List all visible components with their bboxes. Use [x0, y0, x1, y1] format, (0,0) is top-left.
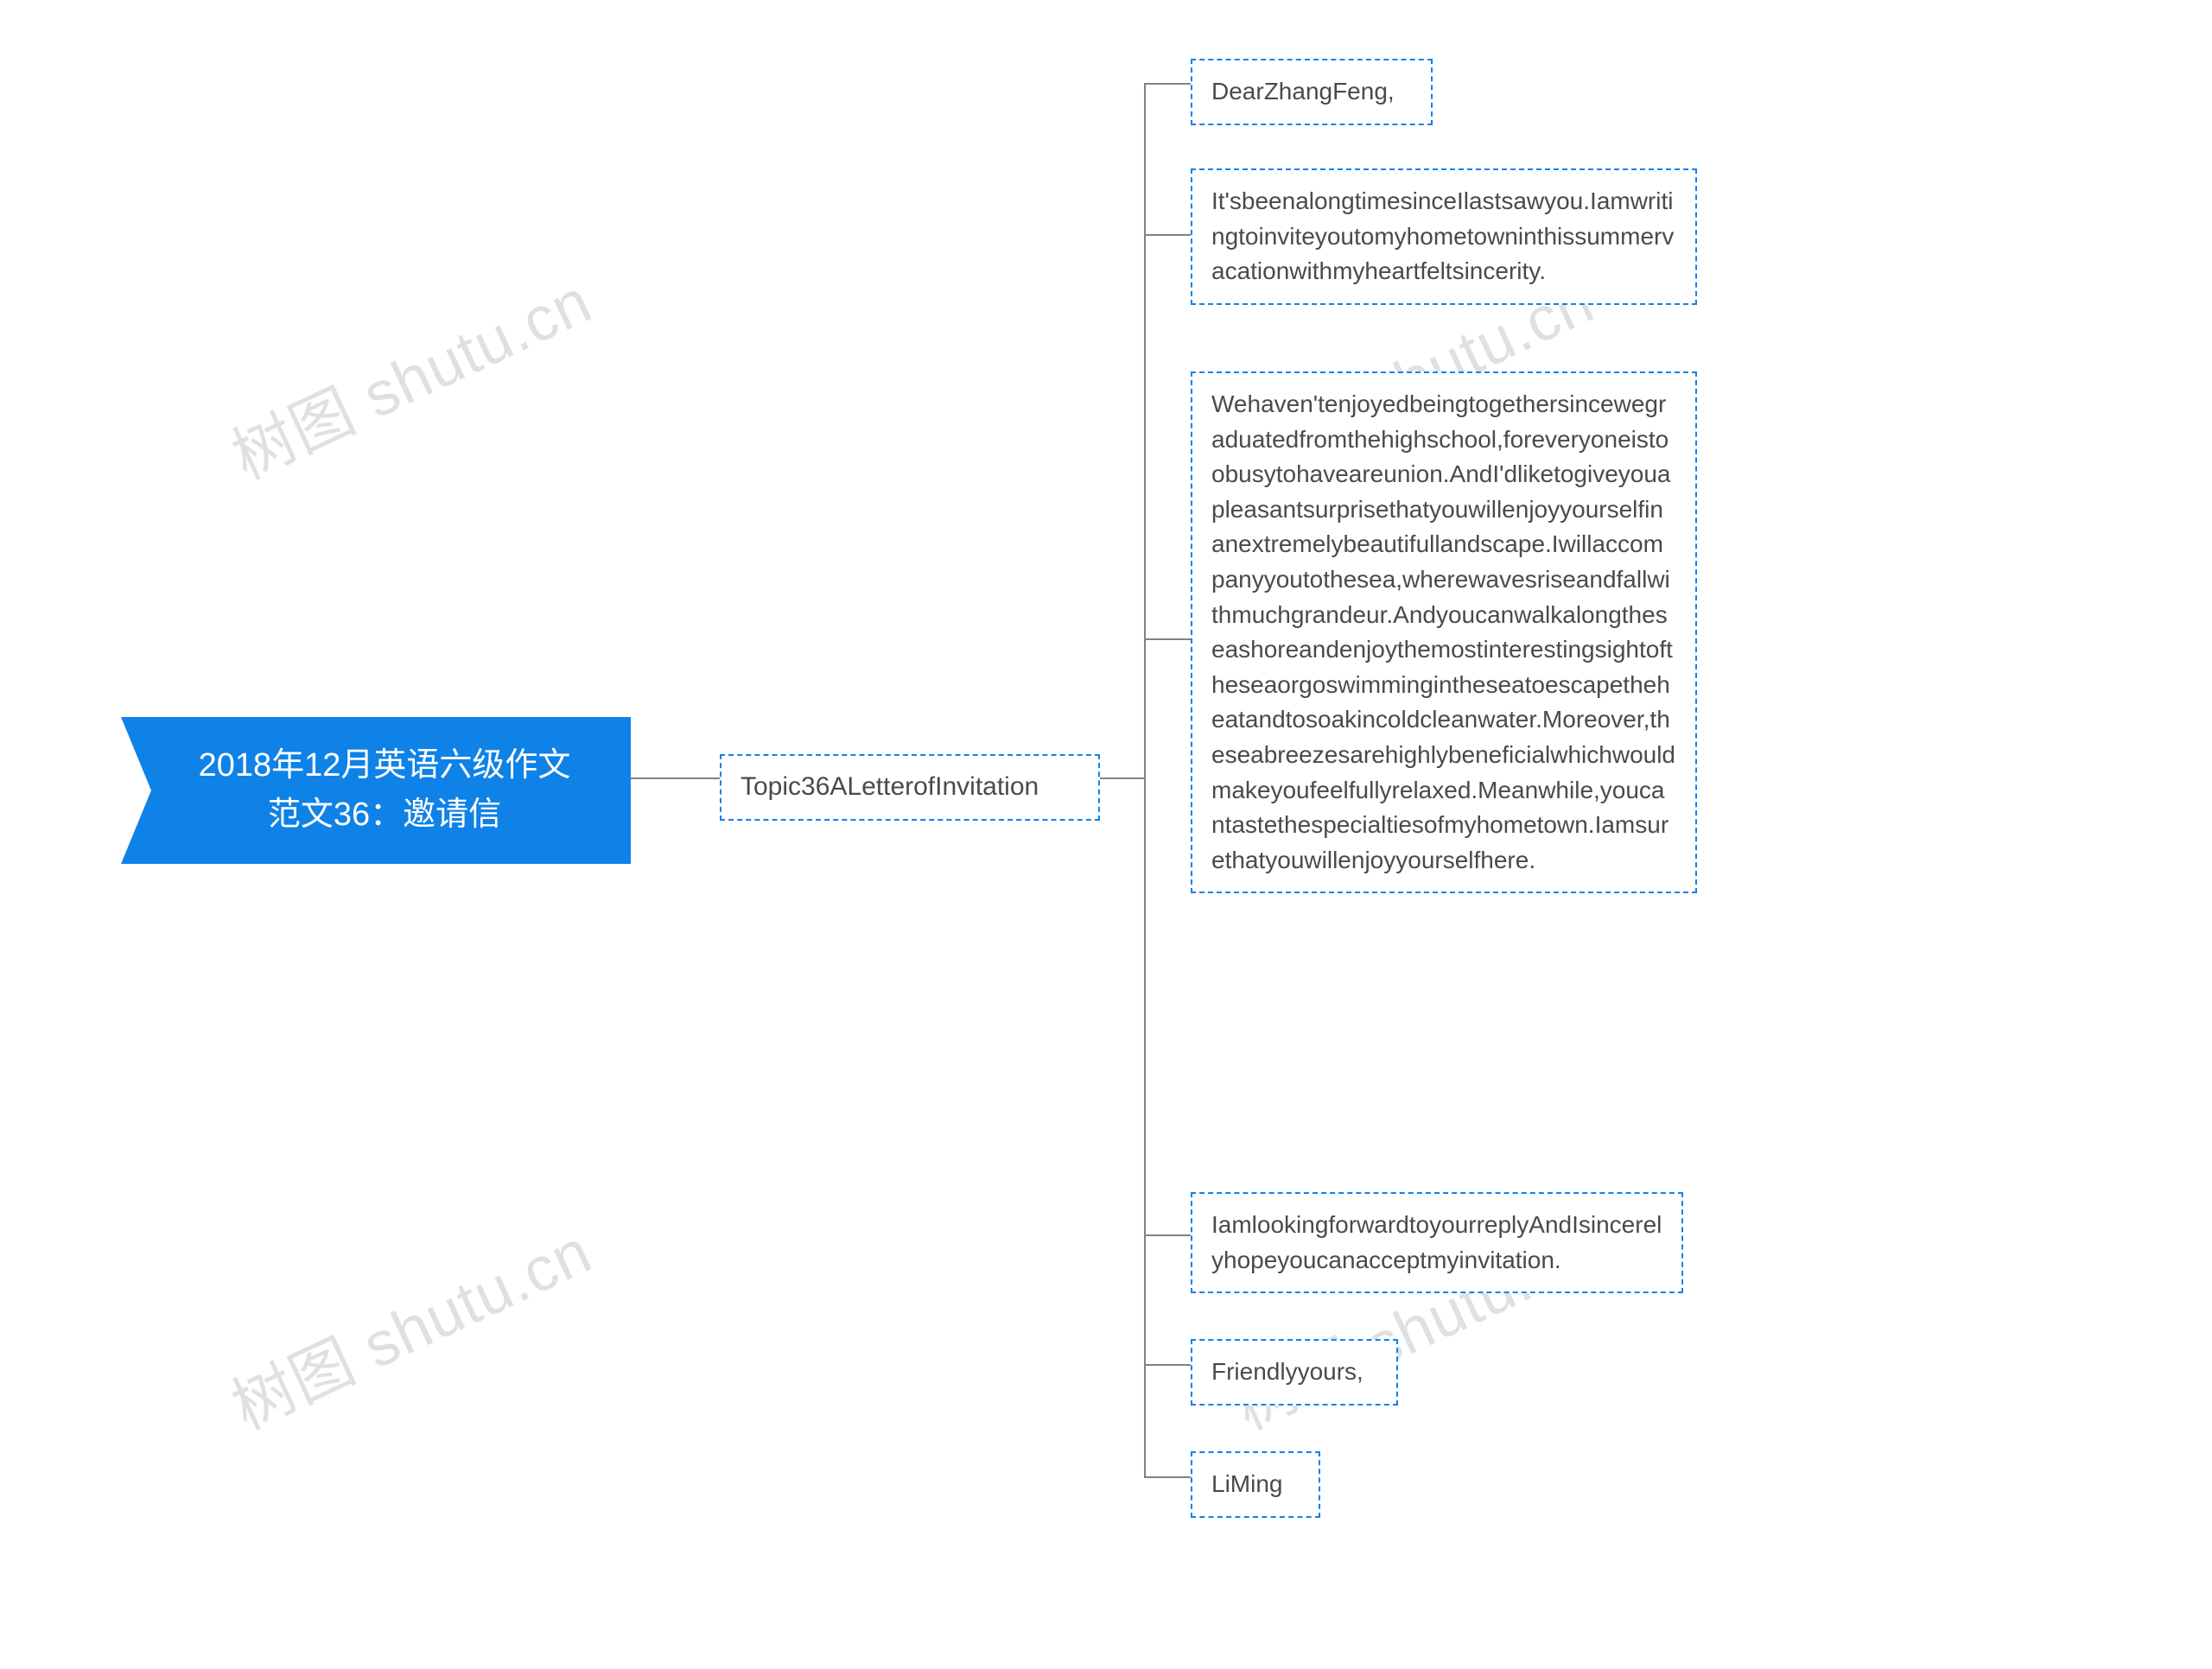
mindmap-leaf[interactable]: IamlookingforwardtoyourreplyAndIsincerel… [1191, 1192, 1683, 1293]
mindmap-leaf[interactable]: DearZhangFeng, [1191, 59, 1433, 125]
mindmap-leaf[interactable]: LiMing [1191, 1451, 1320, 1518]
root-line1: 2018年12月英语六级作文 [199, 747, 571, 784]
leaf-text: DearZhangFeng, [1211, 78, 1395, 105]
mindmap-leaf[interactable]: Wehaven'tenjoyedbeingtogethersincewegrad… [1191, 371, 1697, 893]
leaf-text: It'sbeenalongtimesinceIlastsawyou.Iamwri… [1211, 187, 1674, 284]
mindmap-leaf[interactable]: Friendlyyours, [1191, 1339, 1398, 1406]
root-line2: 范文36：邀请信 [268, 796, 501, 833]
leaf-text: Friendlyyours, [1211, 1358, 1363, 1385]
mindmap-root[interactable]: 2018年12月英语六级作文 范文36：邀请信 [121, 717, 631, 864]
leaf-text: Wehaven'tenjoyedbeingtogethersincewegrad… [1211, 390, 1675, 873]
leaf-text: IamlookingforwardtoyourreplyAndIsincerel… [1211, 1211, 1662, 1273]
watermark: 树图 shutu.cn [215, 1201, 604, 1446]
mindmap-branch[interactable]: Topic36ALetterofInvitation [720, 754, 1100, 821]
watermark: 树图 shutu.cn [215, 251, 604, 496]
mindmap-leaf[interactable]: It'sbeenalongtimesinceIlastsawyou.Iamwri… [1191, 168, 1697, 305]
leaf-text: LiMing [1211, 1470, 1282, 1497]
branch-label: Topic36ALetterofInvitation [741, 772, 1039, 801]
